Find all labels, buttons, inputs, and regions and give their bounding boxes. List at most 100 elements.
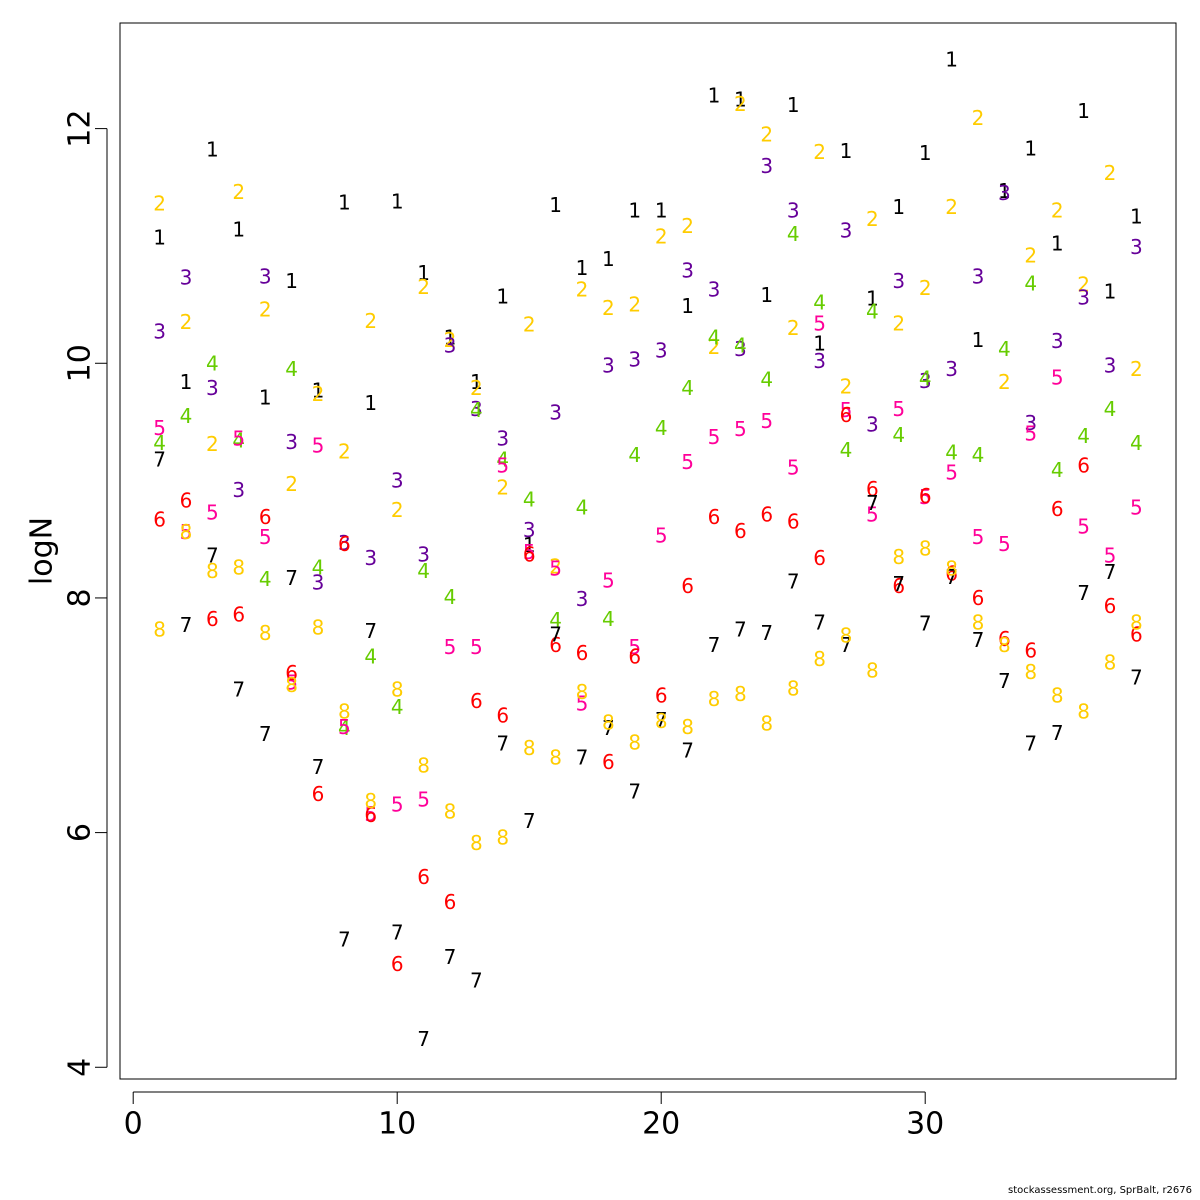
point-age-7: 7 (1130, 666, 1143, 690)
y-tick-label: 4 (63, 1058, 98, 1077)
point-age-7: 7 (1104, 560, 1117, 584)
point-age-2: 2 (708, 335, 721, 359)
point-age-8: 8 (1051, 683, 1064, 707)
point-age-5: 5 (576, 692, 589, 716)
point-age-4: 4 (628, 443, 641, 467)
point-age-3: 3 (602, 354, 615, 378)
point-age-6: 6 (338, 532, 351, 556)
point-age-4: 4 (285, 357, 298, 381)
point-age-5: 5 (813, 311, 826, 335)
point-age-5: 5 (866, 503, 879, 527)
point-age-1: 1 (945, 47, 958, 71)
point-age-7: 7 (259, 722, 272, 746)
point-age-2: 2 (364, 309, 377, 333)
x-tick-label: 30 (906, 1107, 944, 1142)
point-age-4: 4 (496, 447, 509, 471)
point-age-5: 5 (285, 670, 298, 694)
point-age-7: 7 (496, 731, 509, 755)
point-age-8: 8 (866, 659, 879, 683)
point-age-8: 8 (232, 555, 245, 579)
point-age-5: 5 (708, 425, 721, 449)
point-age-2: 2 (919, 276, 932, 300)
point-age-6: 6 (919, 484, 932, 508)
point-age-8: 8 (760, 711, 773, 735)
point-age-2: 2 (681, 214, 694, 238)
point-age-1: 1 (232, 218, 245, 242)
point-age-3: 3 (1077, 286, 1090, 310)
x-axis: 0 10 20 30 (124, 1091, 944, 1142)
point-age-6: 6 (549, 633, 562, 657)
point-age-6: 6 (364, 803, 377, 827)
point-age-3: 3 (576, 587, 589, 611)
point-age-8: 8 (681, 715, 694, 739)
point-age-7: 7 (787, 570, 800, 594)
point-age-2: 2 (787, 316, 800, 340)
point-age-5: 5 (945, 460, 958, 484)
point-age-4: 4 (259, 567, 272, 591)
point-age-3: 3 (708, 277, 721, 301)
point-age-6: 6 (972, 586, 985, 610)
point-age-2: 2 (1104, 161, 1117, 185)
point-age-6: 6 (655, 683, 668, 707)
point-age-7: 7 (180, 613, 193, 637)
point-age-3: 3 (734, 337, 747, 361)
point-age-2: 2 (1024, 243, 1037, 267)
point-age-5: 5 (232, 426, 245, 450)
point-age-1: 1 (760, 283, 773, 307)
point-age-1: 1 (813, 331, 826, 355)
point-age-8: 8 (496, 825, 509, 849)
point-age-2: 2 (523, 313, 536, 337)
point-age-2: 2 (972, 106, 985, 130)
point-age-3: 3 (312, 571, 325, 595)
point-age-8: 8 (259, 621, 272, 645)
point-age-4: 4 (1051, 458, 1064, 482)
point-age-5: 5 (1104, 544, 1117, 568)
point-age-5: 5 (892, 397, 905, 421)
point-age-4: 4 (892, 423, 905, 447)
point-age-6: 6 (998, 627, 1011, 651)
point-age-8: 8 (787, 676, 800, 700)
point-age-6: 6 (602, 750, 615, 774)
point-age-3: 3 (1104, 354, 1117, 378)
point-age-6: 6 (1130, 622, 1143, 646)
point-age-4: 4 (1077, 424, 1090, 448)
point-age-2: 2 (285, 472, 298, 496)
point-age-2: 2 (998, 370, 1011, 394)
point-age-7: 7 (1024, 731, 1037, 755)
point-age-3: 3 (285, 430, 298, 454)
point-age-6: 6 (892, 574, 905, 598)
point-age-8: 8 (338, 700, 351, 724)
y-tick-label: 6 (63, 823, 98, 842)
point-age-8: 8 (523, 736, 536, 760)
point-age-4: 4 (153, 431, 166, 455)
point-age-7: 7 (840, 633, 853, 657)
point-age-7: 7 (998, 669, 1011, 693)
point-age-4: 4 (576, 496, 589, 520)
point-age-3: 3 (866, 412, 879, 436)
point-age-8: 8 (444, 799, 457, 823)
point-age-6: 6 (576, 641, 589, 665)
point-age-1: 1 (919, 141, 932, 165)
point-age-7: 7 (628, 780, 641, 804)
point-age-4: 4 (708, 325, 721, 349)
footer-credit: stockassessment.org, SprBalt, r2676 (1008, 1185, 1192, 1196)
point-age-6: 6 (760, 503, 773, 527)
point-age-3: 3 (760, 154, 773, 178)
point-age-7: 7 (312, 755, 325, 779)
point-age-2: 2 (760, 122, 773, 146)
point-age-6: 6 (285, 661, 298, 685)
point-age-3: 3 (338, 531, 351, 555)
point-age-1: 1 (655, 199, 668, 223)
point-age-1: 1 (312, 378, 325, 402)
point-age-8: 8 (734, 682, 747, 706)
point-age-1: 1 (444, 325, 457, 349)
point-age-1: 1 (153, 226, 166, 250)
point-age-3: 3 (391, 469, 404, 493)
point-age-4: 4 (232, 429, 245, 453)
point-age-5: 5 (549, 557, 562, 581)
point-age-6: 6 (866, 477, 879, 501)
point-age-2: 2 (866, 207, 879, 231)
point-age-2: 2 (444, 328, 457, 352)
point-age-4: 4 (813, 290, 826, 314)
point-age-8: 8 (549, 746, 562, 770)
